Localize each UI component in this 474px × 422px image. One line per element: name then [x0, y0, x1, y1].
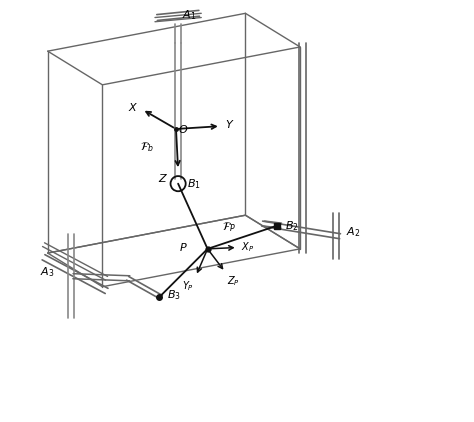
Text: $Z$: $Z$ — [157, 172, 168, 184]
Text: $X_P$: $X_P$ — [241, 241, 254, 254]
Text: $P$: $P$ — [179, 241, 187, 253]
Text: $A_3$: $A_3$ — [40, 265, 54, 279]
Text: $Y_P$: $Y_P$ — [182, 279, 194, 293]
Text: $B_1$: $B_1$ — [187, 177, 201, 191]
Text: $A_2$: $A_2$ — [346, 225, 361, 239]
Text: $Z_P$: $Z_P$ — [228, 274, 240, 288]
Text: $B_2$: $B_2$ — [285, 219, 299, 233]
Text: $A_1$: $A_1$ — [182, 8, 197, 22]
Text: $\mathcal{F}_P$: $\mathcal{F}_P$ — [222, 220, 237, 234]
Text: $\mathcal{F}_b$: $\mathcal{F}_b$ — [140, 140, 154, 154]
Text: $B_3$: $B_3$ — [167, 288, 181, 302]
Text: $X$: $X$ — [128, 101, 138, 113]
Text: $Y$: $Y$ — [225, 118, 235, 130]
Text: $O$: $O$ — [178, 123, 189, 135]
